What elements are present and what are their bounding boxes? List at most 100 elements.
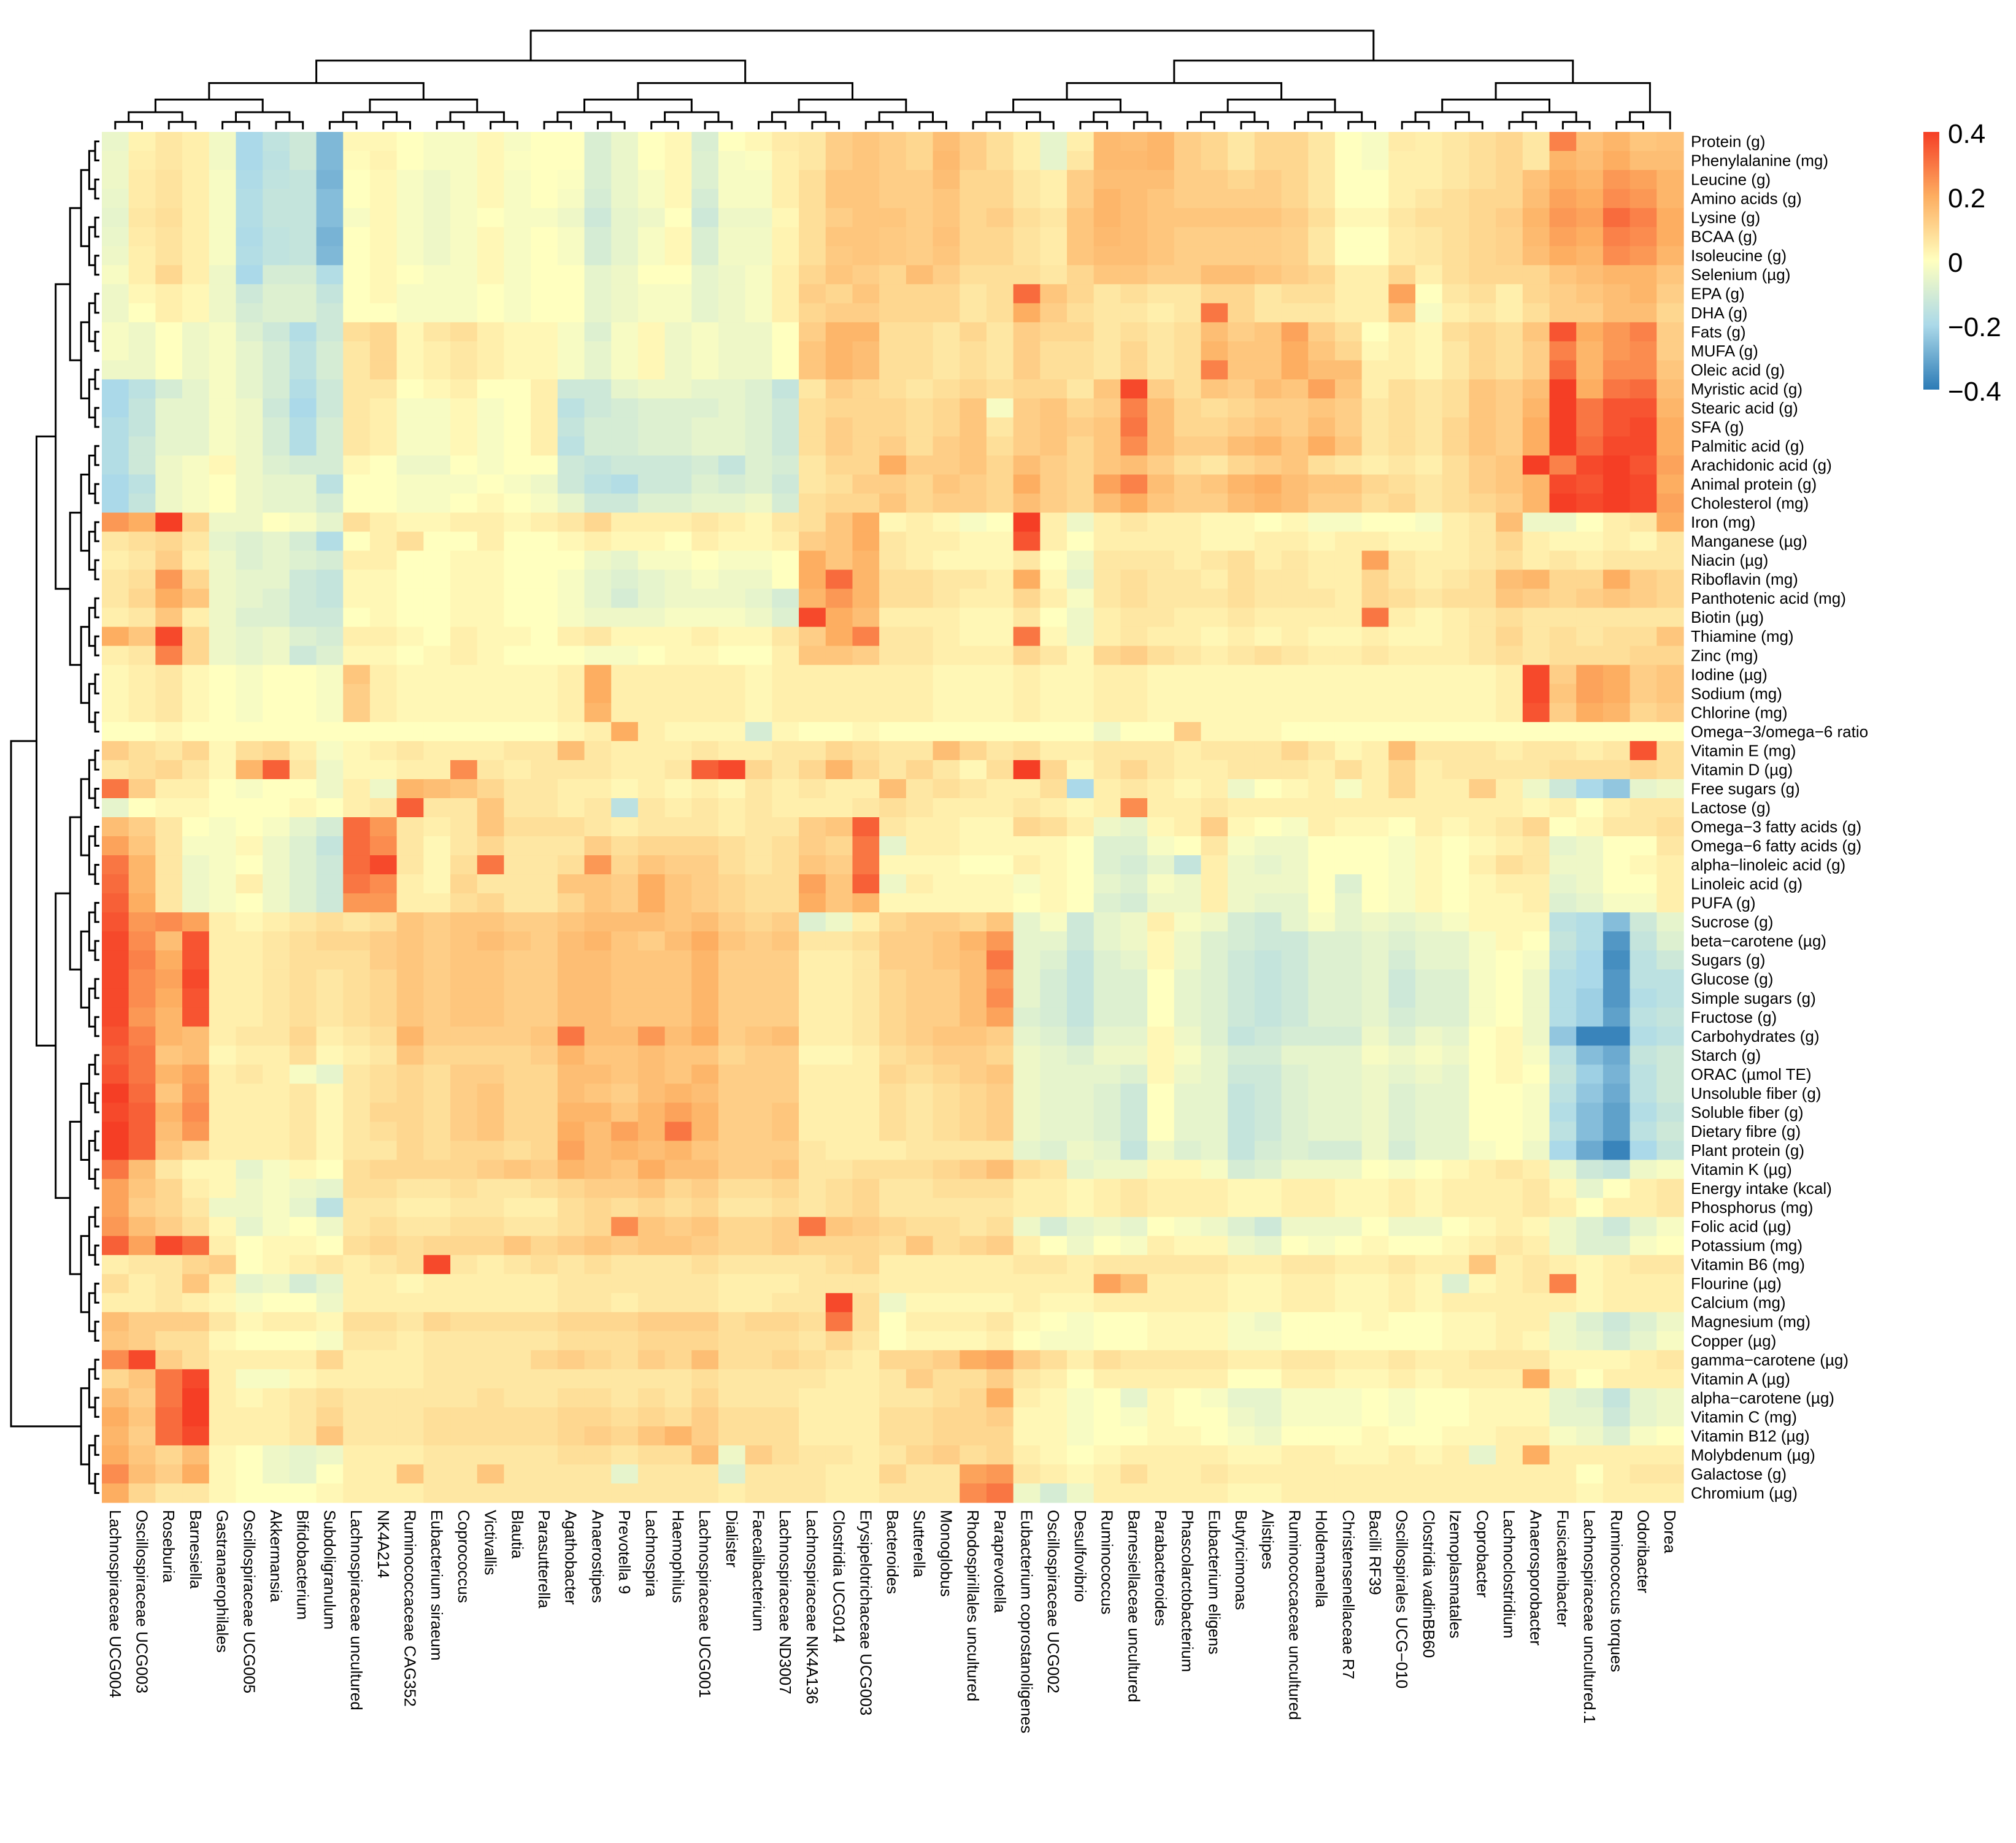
- heatmap-cell: [1496, 227, 1523, 247]
- heatmap-cell: [799, 893, 826, 913]
- heatmap-cell: [745, 1388, 772, 1408]
- heatmap-cell: [1656, 1312, 1684, 1332]
- row-label: Omega−6 fatty acids (g): [1691, 837, 1861, 855]
- heatmap-cell: [423, 531, 451, 552]
- heatmap-cell: [1361, 417, 1389, 437]
- heatmap-cell: [825, 1236, 853, 1256]
- heatmap-cell: [182, 360, 210, 380]
- heatmap-cell: [263, 1388, 290, 1408]
- heatmap-cell: [799, 227, 826, 247]
- heatmap-cell: [531, 1388, 558, 1408]
- heatmap-cell: [289, 550, 317, 571]
- heatmap-cell: [1442, 512, 1470, 533]
- heatmap-cell: [1522, 969, 1550, 989]
- heatmap-cell: [1496, 474, 1523, 494]
- heatmap-cell: [1334, 208, 1363, 228]
- row-label: Glucose (g): [1691, 970, 1773, 988]
- row-label: EPA (g): [1691, 285, 1745, 303]
- heatmap-cell: [879, 493, 907, 514]
- heatmap-cell: [1361, 1160, 1389, 1180]
- heatmap-cell: [289, 398, 317, 418]
- heatmap-cell: [852, 189, 880, 209]
- heatmap-cell: [1308, 1217, 1336, 1237]
- heatmap-cell: [531, 1350, 558, 1370]
- dendrogram-branch: [94, 179, 99, 200]
- heatmap-cell: [102, 760, 129, 780]
- heatmap-cell: [1067, 817, 1095, 837]
- heatmap-cell: [1120, 607, 1148, 628]
- heatmap-cell: [906, 683, 934, 704]
- heatmap-cell: [1576, 1026, 1604, 1046]
- heatmap-cell: [1093, 227, 1121, 247]
- heatmap-cell: [1281, 531, 1309, 552]
- heatmap-cell: [1228, 1007, 1255, 1027]
- heatmap-cell: [960, 664, 987, 685]
- heatmap-cell: [718, 1217, 746, 1237]
- heatmap-cell: [1469, 760, 1496, 780]
- heatmap-cell: [1120, 1274, 1148, 1294]
- heatmap-cell: [316, 626, 344, 647]
- heatmap-cell: [1656, 246, 1684, 266]
- heatmap-cell: [1469, 398, 1496, 418]
- heatmap-cell: [1308, 1293, 1336, 1313]
- heatmap-cell: [1067, 1141, 1095, 1161]
- heatmap-cell: [343, 1064, 371, 1084]
- heatmap-cell: [772, 1102, 799, 1123]
- heatmap-cell: [289, 721, 317, 742]
- heatmap-cell: [1442, 1064, 1470, 1084]
- heatmap-cell: [1040, 874, 1068, 894]
- heatmap-cell: [1388, 246, 1416, 266]
- heatmap-cell: [396, 569, 424, 590]
- heatmap-cell: [852, 1369, 880, 1389]
- heatmap-cell: [504, 436, 531, 456]
- heatmap-cell: [1093, 702, 1121, 723]
- heatmap-cell: [611, 151, 639, 171]
- heatmap-cell: [852, 1102, 880, 1123]
- heatmap-cell: [182, 741, 210, 761]
- heatmap-cell: [1522, 588, 1550, 609]
- heatmap-cell: [1067, 303, 1095, 323]
- heatmap-cell: [852, 550, 880, 571]
- heatmap-cell: [906, 702, 934, 723]
- heatmap-cell: [718, 721, 746, 742]
- heatmap-cell: [1656, 1369, 1684, 1389]
- row-label: Plant protein (g): [1691, 1141, 1804, 1160]
- heatmap-cell: [1013, 379, 1041, 399]
- heatmap-cell: [1629, 1236, 1657, 1256]
- heatmap-cell: [343, 760, 371, 780]
- heatmap-cell: [396, 322, 424, 342]
- heatmap-cell: [343, 550, 371, 571]
- heatmap-cell: [1013, 417, 1041, 437]
- heatmap-cell: [423, 550, 451, 571]
- heatmap-cell: [960, 550, 987, 571]
- heatmap-cell: [799, 836, 826, 856]
- heatmap-cell: [1388, 265, 1416, 285]
- heatmap-cell: [343, 436, 371, 456]
- heatmap-cell: [1442, 798, 1470, 818]
- heatmap-cell: [209, 1293, 237, 1313]
- heatmap-cell: [1174, 664, 1202, 685]
- heatmap-cell: [1388, 645, 1416, 666]
- heatmap-cell: [1228, 1388, 1255, 1408]
- heatmap-cell: [879, 893, 907, 913]
- heatmap-cell: [1415, 1426, 1443, 1446]
- heatmap-cell: [1602, 417, 1631, 437]
- heatmap-cell: [879, 1293, 907, 1313]
- heatmap-cell: [557, 531, 585, 552]
- heatmap-cell: [1656, 151, 1684, 171]
- heatmap-cell: [155, 1274, 183, 1294]
- heatmap-cell: [1013, 1179, 1041, 1199]
- heatmap-cell: [1415, 1160, 1443, 1180]
- heatmap-cell: [155, 721, 183, 742]
- dendrogram-branch: [208, 82, 425, 100]
- heatmap-cell: [209, 303, 237, 323]
- heatmap-cell: [718, 360, 746, 380]
- heatmap-cell: [236, 474, 263, 494]
- heatmap-cell: [852, 303, 880, 323]
- heatmap-cell: [691, 1160, 719, 1180]
- heatmap-cell: [825, 702, 853, 723]
- heatmap-cell: [155, 1464, 183, 1484]
- heatmap-cell: [1040, 1426, 1068, 1446]
- heatmap-cell: [691, 588, 719, 609]
- heatmap-cell: [986, 779, 1014, 799]
